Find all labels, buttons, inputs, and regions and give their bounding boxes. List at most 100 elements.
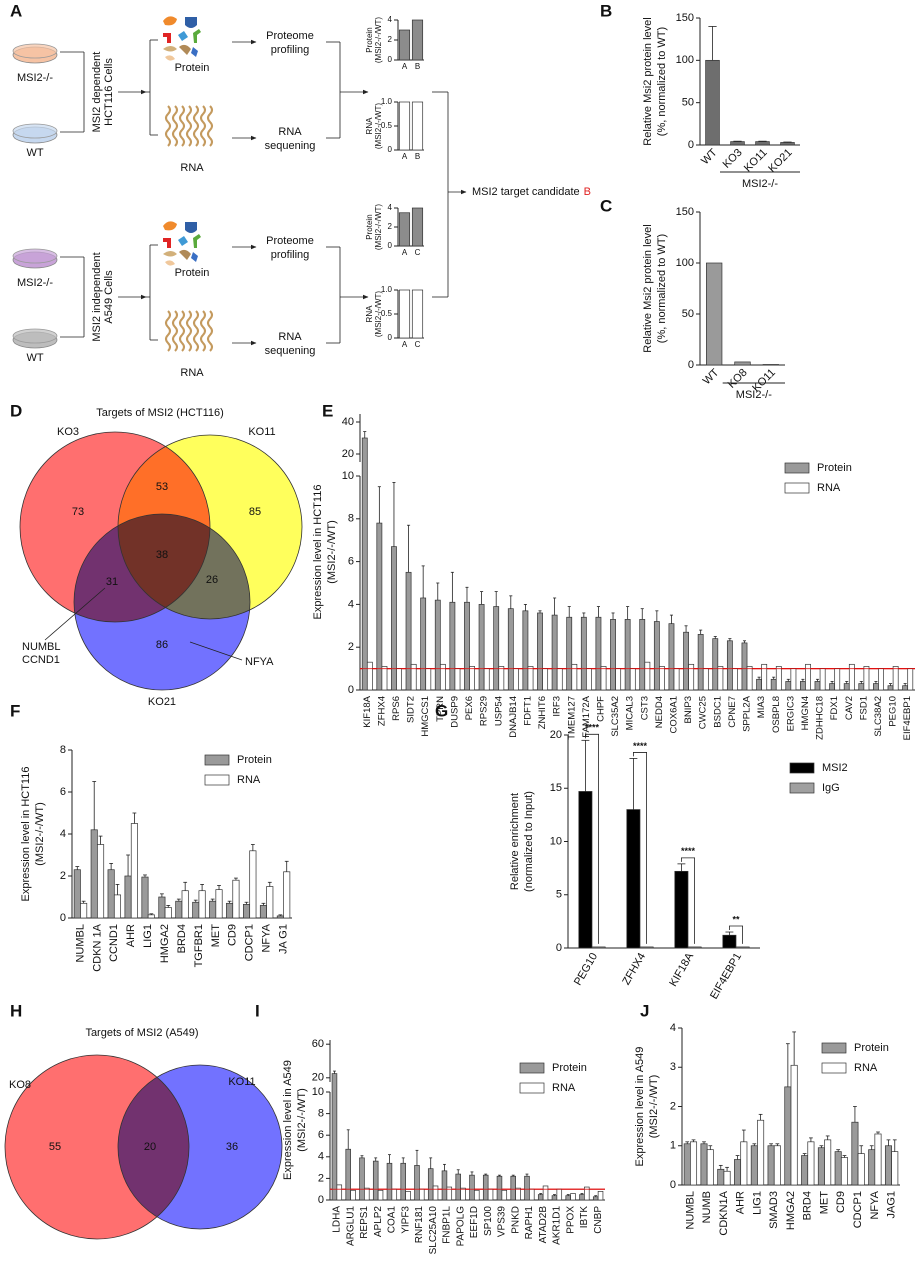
panel-label: A: [10, 1, 22, 20]
bar: [345, 1148, 351, 1201]
bar: [790, 1064, 798, 1186]
y-tick-label: 1.0: [381, 285, 393, 294]
bar: [807, 1141, 815, 1186]
bar: [863, 666, 870, 691]
x-tick-label: LIG1: [142, 924, 154, 948]
venn-outline: [117, 434, 303, 620]
bar: [198, 890, 206, 919]
bar: [579, 1194, 585, 1201]
x-tick-label: CCND1: [108, 924, 120, 962]
bar: [848, 663, 855, 691]
y-axis-label: (MSI2-/-/WT): [374, 291, 383, 338]
bar: [907, 668, 914, 691]
protein-icon: [191, 47, 198, 57]
bar: [551, 614, 558, 691]
x-tick-label: MIA3: [756, 696, 767, 718]
x-tick-label: BSDC1: [712, 696, 723, 728]
method-label: profiling: [271, 249, 310, 261]
bar: [90, 829, 98, 919]
y-tick-label: 150: [676, 206, 694, 218]
bar: [419, 1188, 425, 1201]
bar: [857, 1153, 865, 1186]
bar: [513, 668, 519, 691]
x-tick-label: NUMB: [701, 1191, 713, 1223]
legend-swatch: [789, 762, 815, 774]
bar: [817, 1147, 825, 1186]
bar: [683, 631, 689, 691]
x-tick-label: REPS1: [359, 1206, 370, 1239]
legend-swatch: [204, 754, 230, 766]
y-tick-label: 6: [60, 786, 66, 798]
x-tick-label: KIF18A: [362, 695, 373, 727]
legend-label: Protein: [237, 754, 272, 766]
bar: [840, 1157, 848, 1186]
bar: [834, 668, 841, 691]
x-tick-label: PEX6: [464, 696, 475, 720]
y-tick-label: 1: [670, 1140, 676, 1152]
dish-rim: [12, 248, 58, 264]
significance-label: ****: [585, 723, 600, 733]
bar: [814, 681, 821, 691]
rna-label: RNA: [180, 162, 204, 174]
bar: [591, 946, 606, 949]
annotation: NFYA: [245, 656, 274, 668]
legend-swatch: [784, 482, 810, 494]
y-tick-label: 40: [342, 416, 354, 428]
x-tick-label: AKR1D1: [552, 1206, 563, 1245]
bar: [668, 623, 675, 691]
bar: [377, 1189, 384, 1201]
bar: [824, 1139, 832, 1186]
bar: [868, 1149, 876, 1186]
bar: [434, 599, 441, 691]
bar: [741, 642, 748, 691]
dish-rim: [12, 43, 58, 59]
x-tick-label: C: [415, 340, 421, 349]
x-tick-label: RPS29: [479, 696, 490, 726]
cell-line-label: A549 Cells: [103, 270, 115, 324]
y-tick-label: 0: [670, 1179, 676, 1191]
bar: [376, 522, 383, 691]
bar: [493, 606, 500, 691]
y-tick-label: 2: [348, 641, 354, 653]
panel-label: G: [435, 701, 448, 720]
venn-set-label: KO11: [228, 1076, 255, 1088]
x-tick-label: MICAL3: [625, 696, 636, 730]
protein-icon: [178, 31, 188, 41]
bar: [746, 666, 753, 691]
bar: [639, 619, 646, 691]
protein-icon: [191, 252, 198, 262]
x-tick-label: ZFHX4: [376, 696, 387, 726]
bar: [455, 1173, 461, 1201]
venn-count: 53: [156, 481, 168, 493]
bar: [595, 616, 602, 691]
y-tick-label: 0: [388, 55, 393, 64]
legend-swatch: [204, 774, 230, 786]
bar: [892, 666, 899, 691]
x-tick-label: VPS39: [497, 1206, 508, 1238]
x-tick-label: A: [402, 340, 408, 349]
venn-set-label: KO3: [57, 426, 79, 438]
y-axis-label: (%, normalized to WT): [656, 27, 668, 136]
bar: [706, 1149, 714, 1186]
significance-label: **: [732, 914, 740, 924]
x-tick-label: CDCP1: [244, 924, 256, 961]
y-tick-label: 50: [682, 97, 694, 109]
legend-label: RNA: [237, 774, 261, 786]
x-tick-label: WT: [699, 146, 720, 167]
y-tick-label: 100: [676, 257, 694, 269]
y-axis-label: (MSI2-/-/WT): [326, 520, 338, 584]
x-tick-label: APLP2: [373, 1206, 384, 1238]
x-tick-label: AHR: [125, 924, 137, 947]
venn-outline: [73, 513, 251, 691]
method-label: Proteome: [266, 235, 314, 247]
bar: [427, 1168, 434, 1201]
x-tick-label: NFYA: [869, 1190, 881, 1219]
x-tick-label: CST3: [639, 696, 650, 720]
y-axis-label: Relative enrichment: [509, 793, 521, 890]
group-label: MSI2-/-: [736, 389, 772, 401]
dish-label: MSI2-/-: [17, 277, 53, 289]
protein-icon: [163, 16, 177, 26]
bar: [147, 914, 155, 919]
legend-swatch: [821, 1042, 847, 1054]
x-tick-label: WT: [701, 366, 722, 387]
